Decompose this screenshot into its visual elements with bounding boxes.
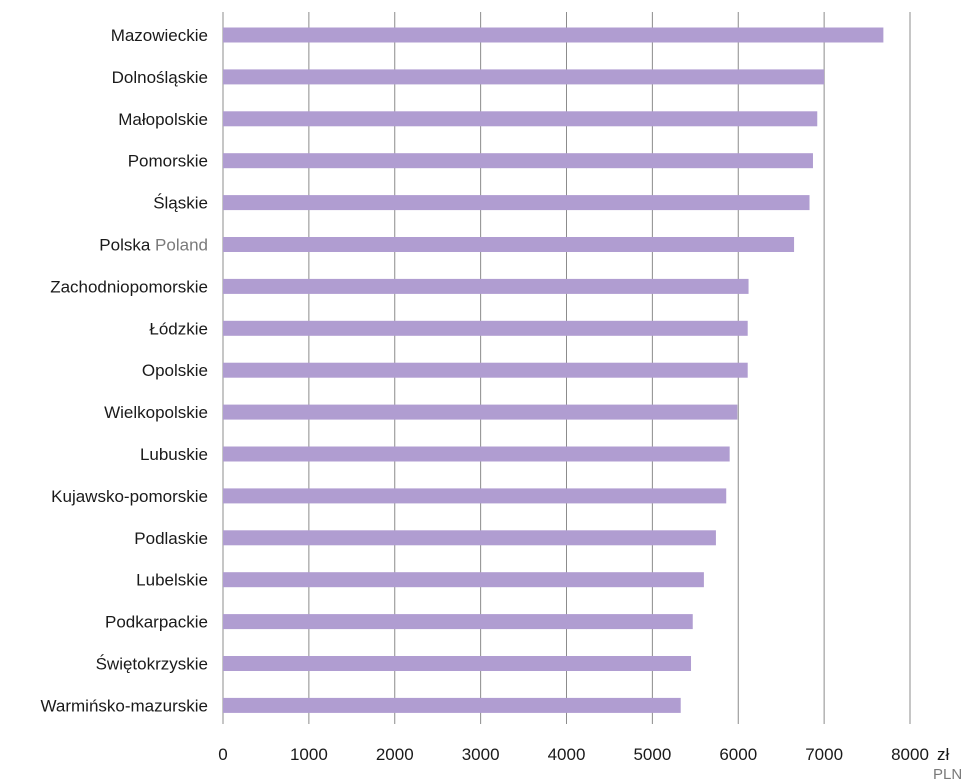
x-tick-label: 4000 <box>548 745 586 764</box>
bar <box>223 697 681 713</box>
x-tick-label: 0 <box>218 745 227 764</box>
bar <box>223 278 749 294</box>
category-label: Lubuskie <box>140 445 208 464</box>
bar <box>223 404 738 420</box>
category-name: Dolnośląskie <box>112 68 208 87</box>
category-name: Podlaskie <box>134 529 208 548</box>
category-name: Śląskie <box>153 194 208 213</box>
bar <box>223 362 748 378</box>
category-name: Podkarpackie <box>105 613 208 632</box>
bar <box>223 153 813 169</box>
x-axis-unit: zł PLN <box>933 745 962 781</box>
category-label: Zachodniopomorskie <box>50 277 208 296</box>
bar <box>223 656 692 671</box>
category-label: Świętokrzyskie <box>96 655 208 674</box>
bar <box>223 530 716 546</box>
category-name: Polska <box>99 236 151 255</box>
bars <box>223 27 884 713</box>
category-label: Małopolskie <box>118 110 208 129</box>
category-name: Świętokrzyskie <box>96 655 208 674</box>
category-name: Wielkopolskie <box>104 403 208 422</box>
category-label: Podlaskie <box>134 529 208 548</box>
bar <box>223 69 825 85</box>
category-name: Łódzkie <box>149 319 208 338</box>
bar <box>223 446 730 462</box>
x-unit-label: zł <box>937 745 950 764</box>
category-label: Pomorskie <box>128 152 208 171</box>
x-tick-label: 8000 <box>891 745 929 764</box>
category-label: Śląskie <box>153 194 208 213</box>
category-name: Warmińsko-mazurskie <box>40 696 208 715</box>
x-unit-sublabel: PLN <box>933 766 962 781</box>
bar <box>223 572 704 588</box>
category-name: Opolskie <box>142 361 208 380</box>
category-label: Kujawsko-pomorskie <box>51 487 208 506</box>
bar <box>223 614 693 630</box>
category-label: Opolskie <box>142 361 208 380</box>
x-tick-label: 1000 <box>290 745 328 764</box>
category-label: Dolnośląskie <box>112 68 208 87</box>
category-name: Mazowieckie <box>111 26 208 45</box>
category-name: Lubelskie <box>136 571 208 590</box>
category-label: Łódzkie <box>149 319 208 338</box>
bar <box>223 237 795 252</box>
bar <box>223 488 727 504</box>
category-translation: Poland <box>150 236 208 255</box>
category-label: Polska Poland <box>99 236 208 255</box>
category-label: Mazowieckie <box>111 26 208 45</box>
x-tick-label: 7000 <box>805 745 843 764</box>
category-label: Lubelskie <box>136 571 208 590</box>
category-name: Małopolskie <box>118 110 208 129</box>
category-name: Lubuskie <box>140 445 208 464</box>
category-name: Kujawsko-pomorskie <box>51 487 208 506</box>
category-labels: Mazowieckie Dolnośląskie Małopolskie Pomors… <box>40 26 208 715</box>
x-tick-label: 3000 <box>462 745 500 764</box>
bar <box>223 111 818 127</box>
x-tick-label: 2000 <box>376 745 414 764</box>
category-label: Podkarpackie <box>105 613 208 632</box>
category-name: Zachodniopomorskie <box>50 277 208 296</box>
x-tick-label: 5000 <box>633 745 671 764</box>
category-label: Warmińsko-mazurskie <box>40 696 208 715</box>
bar <box>223 27 884 43</box>
bar <box>223 320 748 336</box>
bar <box>223 195 810 211</box>
category-label: Wielkopolskie <box>104 403 208 422</box>
x-axis-ticks: 0 1000 2000 3000 4000 5000 6000 7000 8000 <box>218 745 929 764</box>
x-tick-label: 6000 <box>719 745 757 764</box>
category-name: Pomorskie <box>128 152 208 171</box>
